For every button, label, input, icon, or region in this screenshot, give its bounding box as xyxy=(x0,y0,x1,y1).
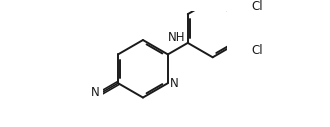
Text: N: N xyxy=(170,77,179,90)
Text: Cl: Cl xyxy=(252,44,263,57)
Text: Cl: Cl xyxy=(252,0,263,13)
Text: NH: NH xyxy=(168,31,185,44)
Text: N: N xyxy=(91,86,100,99)
